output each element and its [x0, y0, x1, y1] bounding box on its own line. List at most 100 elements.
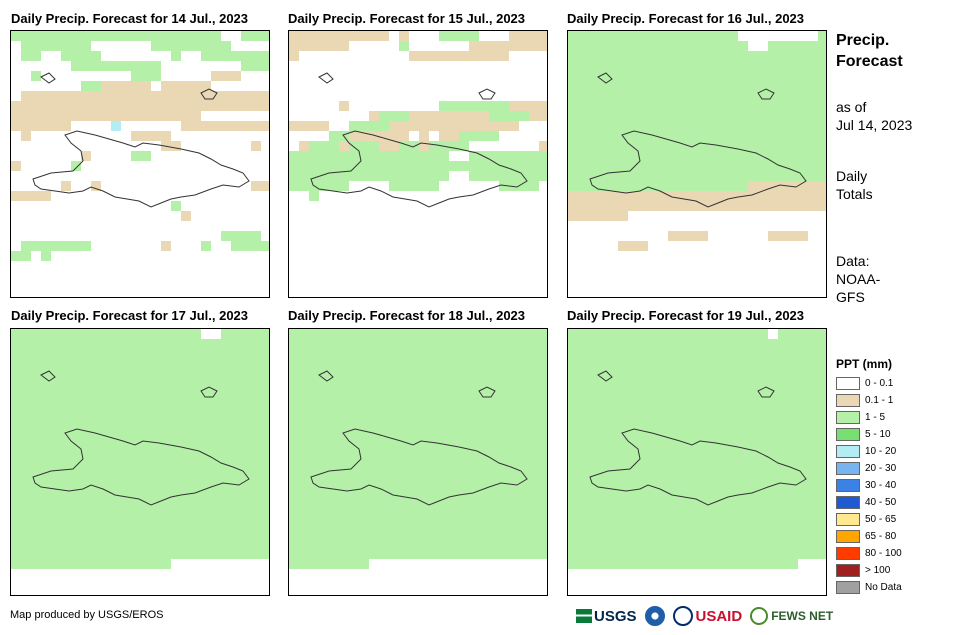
- precip-cell: [221, 339, 231, 349]
- precip-cell: [638, 51, 648, 61]
- precip-cell: [678, 459, 688, 469]
- precip-cell: [419, 459, 429, 469]
- precip-cell: [261, 339, 269, 349]
- precip-cell: [41, 449, 51, 459]
- precip-cell: [429, 121, 439, 131]
- precip-cell: [788, 91, 798, 101]
- precip-cell: [588, 549, 598, 559]
- precip-cell: [241, 549, 251, 559]
- precip-cell: [638, 71, 648, 81]
- precip-cell: [289, 329, 299, 339]
- precip-cell: [728, 539, 738, 549]
- precip-cell: [489, 41, 499, 51]
- precip-cell: [459, 469, 469, 479]
- precip-cell: [171, 529, 181, 539]
- precip-cell: [688, 201, 698, 211]
- precip-cell: [768, 71, 778, 81]
- precip-cell: [449, 111, 459, 121]
- data-source: NOAA-GFS: [836, 271, 881, 305]
- precip-cell: [309, 349, 319, 359]
- precip-cell: [11, 539, 21, 549]
- precip-cell: [221, 419, 231, 429]
- precip-cell: [818, 41, 826, 51]
- precip-cell: [808, 369, 818, 379]
- precip-cell: [211, 91, 221, 101]
- precip-cell: [588, 41, 598, 51]
- precip-cell: [618, 529, 628, 539]
- precip-cell: [439, 51, 449, 61]
- precip-cell: [71, 559, 81, 569]
- precip-cell: [758, 359, 768, 369]
- precip-cell: [568, 459, 578, 469]
- precip-cell: [11, 329, 21, 339]
- precip-cell: [698, 559, 708, 569]
- precip-cell: [399, 141, 409, 151]
- legend-swatch: [836, 410, 860, 424]
- precip-cell: [748, 479, 758, 489]
- precip-cell: [289, 181, 299, 191]
- precip-cell: [598, 549, 608, 559]
- precip-cell: [429, 499, 439, 509]
- precip-cell: [161, 449, 171, 459]
- precip-cell: [568, 31, 578, 41]
- precip-cell: [738, 459, 748, 469]
- precip-cell: [608, 489, 618, 499]
- precip-cell: [449, 509, 459, 519]
- precip-cell: [439, 429, 449, 439]
- precip-cell: [628, 399, 638, 409]
- precip-cell: [449, 399, 459, 409]
- precip-cell: [638, 389, 648, 399]
- precip-cell: [678, 191, 688, 201]
- precip-cell: [251, 101, 261, 111]
- precip-cell: [21, 489, 31, 499]
- precip-cell: [379, 549, 389, 559]
- precip-cell: [251, 539, 261, 549]
- precip-cell: [648, 71, 658, 81]
- precip-cell: [758, 489, 768, 499]
- precip-cell: [131, 539, 141, 549]
- precip-cell: [778, 509, 788, 519]
- precip-cell: [798, 151, 808, 161]
- legend-item: 1 - 5: [836, 410, 885, 424]
- precip-cell: [389, 349, 399, 359]
- precip-cell: [309, 141, 319, 151]
- legend-item: 40 - 50: [836, 495, 896, 509]
- precip-cell: [798, 161, 808, 171]
- precip-cell: [588, 31, 598, 41]
- precip-cell: [529, 419, 539, 429]
- precip-cell: [818, 339, 826, 349]
- precip-cell: [309, 539, 319, 549]
- precip-cell: [708, 201, 718, 211]
- precip-cell: [698, 121, 708, 131]
- precip-cell: [339, 479, 349, 489]
- panel-title-2: Daily Precip. Forecast for 15 Jul., 2023: [288, 11, 526, 26]
- precip-cell: [568, 201, 578, 211]
- precip-cell: [758, 121, 768, 131]
- precip-cell: [171, 399, 181, 409]
- precip-cell: [71, 241, 81, 251]
- precip-cell: [181, 329, 191, 339]
- precip-cell: [618, 191, 628, 201]
- precip-cell: [519, 509, 529, 519]
- forecast-map-5: [288, 328, 548, 596]
- precip-cell: [568, 349, 578, 359]
- precip-cell: [261, 329, 269, 339]
- precip-cell: [419, 529, 429, 539]
- precip-cell: [409, 171, 419, 181]
- precip-cell: [578, 459, 588, 469]
- precip-cell: [101, 509, 111, 519]
- precip-cell: [389, 529, 399, 539]
- precip-cell: [339, 171, 349, 181]
- precip-cell: [61, 181, 71, 191]
- precip-cell: [748, 71, 758, 81]
- precip-cell: [181, 101, 191, 111]
- precip-cell: [598, 91, 608, 101]
- precip-cell: [818, 131, 826, 141]
- precip-cell: [499, 429, 509, 439]
- precip-cell: [708, 539, 718, 549]
- precip-cell: [608, 41, 618, 51]
- precip-cell: [61, 101, 71, 111]
- precip-cell: [668, 31, 678, 41]
- precip-cell: [91, 51, 101, 61]
- precip-cell: [111, 509, 121, 519]
